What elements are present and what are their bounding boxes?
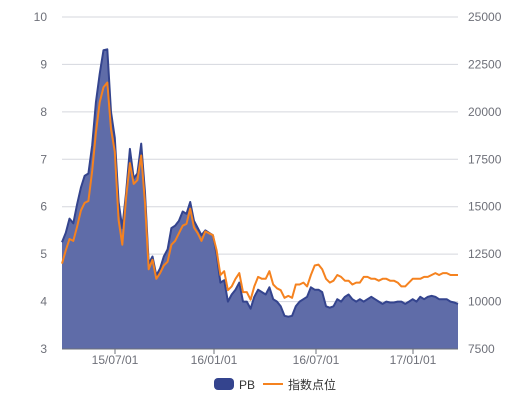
y-right-tick-label: 25000 xyxy=(468,10,502,24)
y-right-tick-label: 7500 xyxy=(468,342,495,356)
y-left-tick-label: 3 xyxy=(40,342,47,356)
y-left-tick-label: 9 xyxy=(40,57,47,71)
legend-item-pb[interactable]: PB xyxy=(214,378,255,392)
y-right-tick-label: 20000 xyxy=(468,105,502,119)
legend[interactable]: PB 指数点位 xyxy=(214,377,336,392)
pb-area-fill xyxy=(62,49,458,350)
x-tick-label: 15/07/01 xyxy=(92,353,139,367)
index-line xyxy=(61,81,458,301)
y-right-tick-label: 15000 xyxy=(468,200,502,214)
y-right-tick-label: 12500 xyxy=(468,247,502,261)
legend-label-pb: PB xyxy=(239,378,255,392)
y-right-tick-label: 22500 xyxy=(468,57,502,71)
y-left-tick-label: 5 xyxy=(40,247,47,261)
y-left-tick-label: 10 xyxy=(34,10,48,24)
y-left-tick-label: 6 xyxy=(40,200,47,214)
x-tick-label: 16/01/01 xyxy=(191,353,238,367)
y-left-tick-label: 4 xyxy=(40,295,47,309)
series-layer xyxy=(61,48,459,350)
legend-item-index[interactable]: 指数点位 xyxy=(263,377,336,392)
pb-line xyxy=(61,48,459,318)
x-tick-label: 16/07/01 xyxy=(293,353,340,367)
axes: 3 4 5 6 7 8 9 10 7500 10000 12500 15000 17500 20000 22… xyxy=(34,10,502,367)
y-right-tick-label: 17500 xyxy=(468,152,502,166)
legend-swatch-pb xyxy=(214,378,234,390)
series-index xyxy=(61,81,458,301)
legend-label-index: 指数点位 xyxy=(288,377,336,392)
y-left-tick-label: 8 xyxy=(40,105,47,119)
y-left-tick-label: 7 xyxy=(40,152,47,166)
y-right-tick-label: 10000 xyxy=(468,295,502,309)
series-pb xyxy=(61,48,459,350)
x-tick-label: 17/01/01 xyxy=(390,353,437,367)
